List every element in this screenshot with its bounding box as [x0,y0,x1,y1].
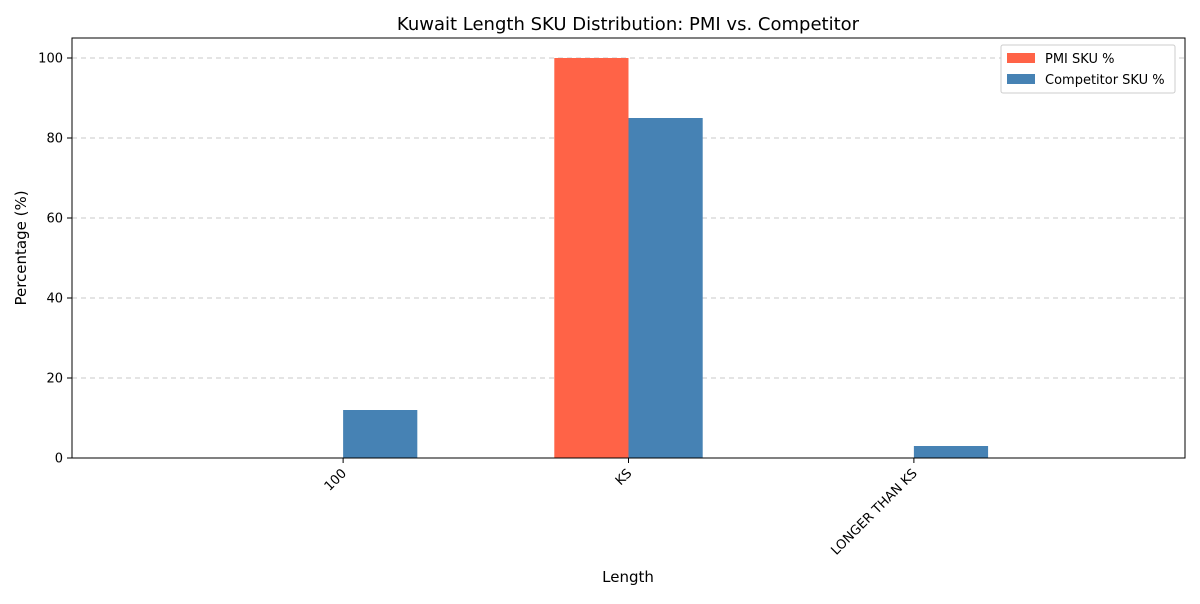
bars [343,58,989,458]
legend-label: Competitor SKU % [1045,73,1165,88]
y-axis: 0 20 40 60 80 100 [38,52,72,467]
bar [554,58,629,458]
y-tick-label: 60 [46,212,63,227]
y-axis-label: Percentage (%) [12,190,30,305]
y-tick-label: 20 [46,372,63,387]
legend-swatch [1007,74,1035,84]
bar [628,118,703,458]
legend-box [1000,44,1176,94]
bar [913,446,989,458]
chart-title: Kuwait Length SKU Distribution: PMI vs. … [397,14,860,35]
y-tick-label: 40 [46,292,63,307]
y-tick-label: 0 [55,452,63,467]
legend-label: PMI SKU % [1045,52,1114,67]
x-axis-label: Length [602,568,654,586]
y-tick-label: 80 [46,132,63,147]
bar [343,410,418,458]
legend-swatch [1007,53,1035,63]
y-tick-label: 100 [38,52,63,67]
legend: PMI SKU % Competitor SKU % [1000,44,1176,94]
